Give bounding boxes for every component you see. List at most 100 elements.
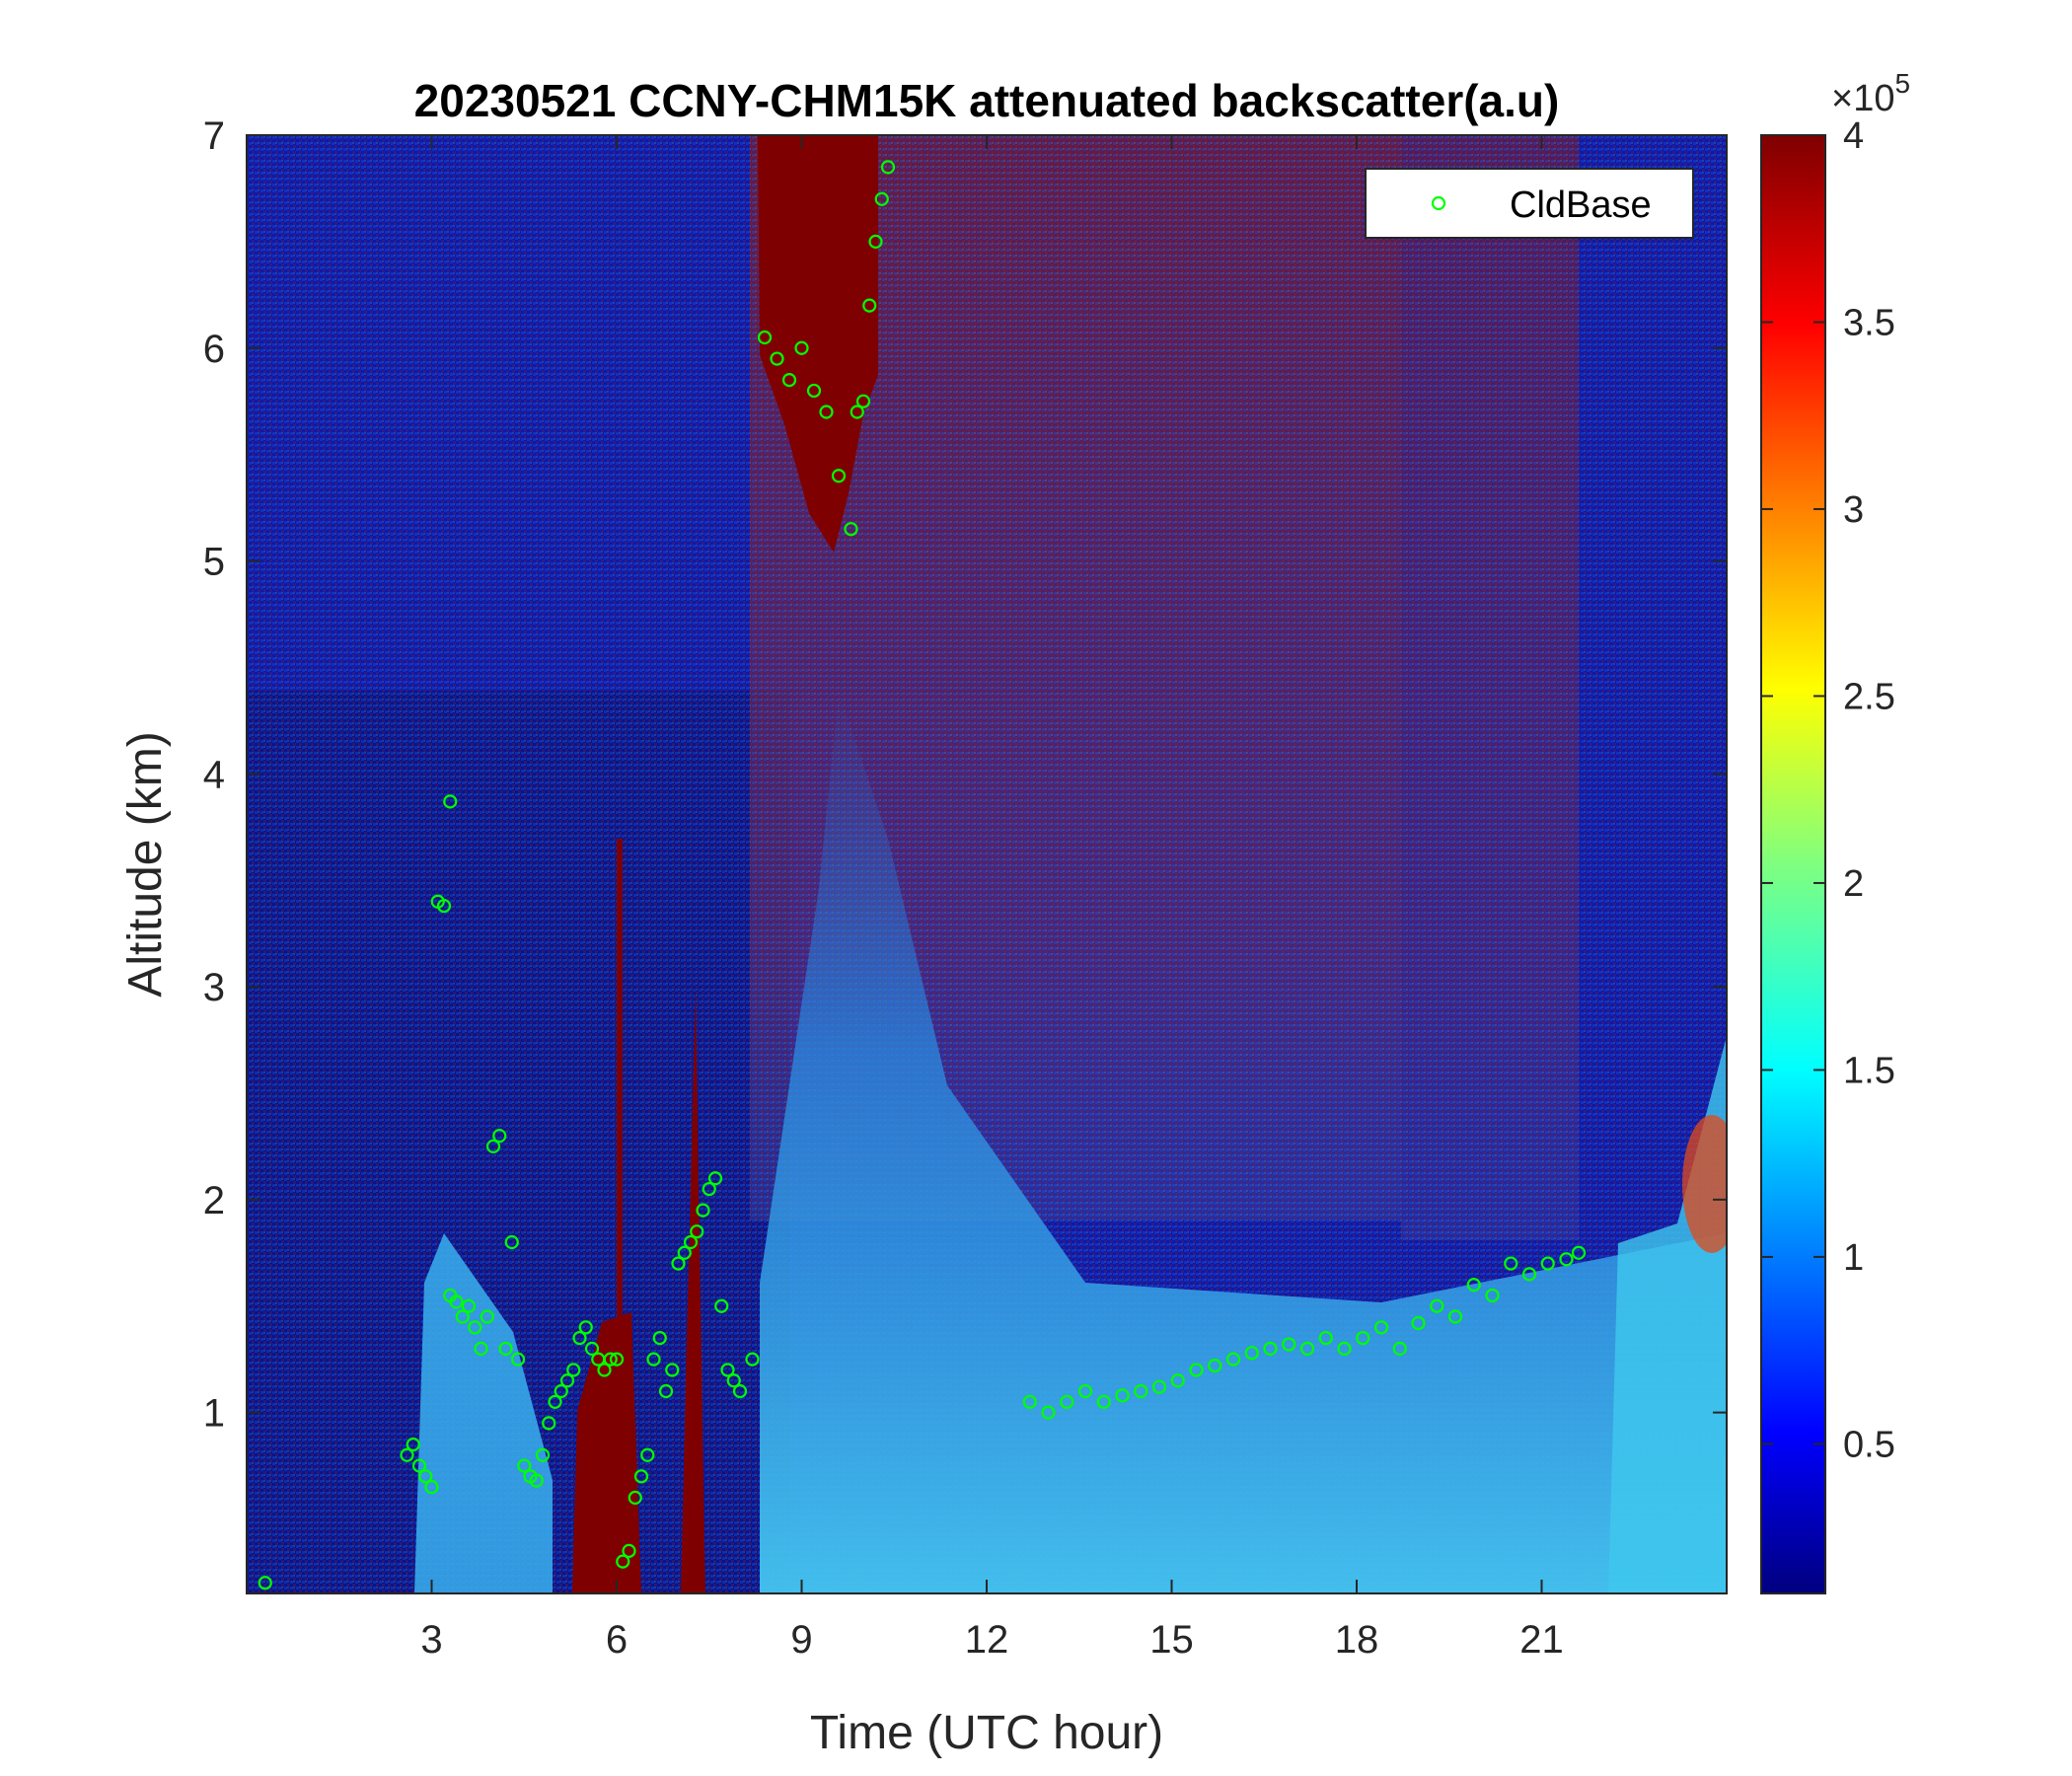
cldbase-point [1041, 1405, 1056, 1420]
upper-cloud [758, 135, 878, 553]
colorbar-ticks: 0.5 1 1.5 2 2.5 3 3.5 4 [1761, 115, 1895, 1465]
cldbase-point [609, 1352, 625, 1367]
colorbar-tick-label: 2 [1843, 863, 1864, 905]
cldbase-point [806, 383, 822, 399]
cldbase-point [554, 1383, 568, 1399]
cldbase-point [548, 1394, 562, 1409]
cldbase-point [1096, 1394, 1111, 1409]
cldbase-point [633, 1469, 649, 1484]
cldbase-point [424, 1480, 439, 1495]
x-tick-label: 21 [1519, 1618, 1564, 1662]
cldbase-point [874, 191, 889, 206]
cldbase-point [1540, 1256, 1555, 1271]
legend: CldBase [1365, 168, 1694, 239]
cldbase-point [1134, 1383, 1148, 1399]
cldbase-point [504, 1234, 519, 1250]
cldbase-point [498, 1341, 513, 1356]
cldbase-point [714, 1298, 729, 1313]
cldbase-point [1337, 1341, 1352, 1356]
cldbase-point [449, 1295, 464, 1309]
colorbar-multiplier: ×105 [1831, 68, 1910, 119]
cldbase-point [850, 405, 864, 419]
cldbase-point [757, 330, 773, 345]
cldbase-point [485, 1139, 501, 1153]
cldbase-point [745, 1352, 760, 1367]
cldbase-point [862, 298, 877, 313]
colorbar-tick-label: 0.5 [1843, 1424, 1895, 1465]
cldbase-point [468, 1320, 482, 1335]
cldbase-point [696, 1203, 710, 1218]
cldbase-point [1170, 1373, 1185, 1388]
cldbase-point [646, 1352, 661, 1367]
cldbase-point [1282, 1337, 1296, 1352]
y-axis-label: Altitude (km) [119, 731, 172, 997]
cldbase-point [1318, 1330, 1333, 1346]
cldbase-point [455, 1309, 470, 1324]
cldbase-point [510, 1352, 526, 1367]
cldbase-point [1244, 1346, 1259, 1361]
cldbase-point [474, 1341, 488, 1356]
cldbase-point [566, 1363, 581, 1377]
cldbase-point [418, 1469, 433, 1484]
cldbase-point [1411, 1315, 1426, 1331]
colorbar-tick-label: 1 [1843, 1237, 1864, 1279]
cldbase-point [535, 1447, 551, 1462]
cldbase-point [542, 1416, 556, 1431]
cldbase-point [665, 1363, 680, 1377]
x-tick-label: 18 [1335, 1618, 1379, 1662]
cldbase-point [1521, 1267, 1537, 1282]
x-tick-label: 3 [420, 1618, 442, 1662]
cldbase-point [1115, 1388, 1130, 1403]
colorbar-multiplier-base: ×10 [1831, 78, 1894, 119]
cldbase-point [1485, 1288, 1500, 1303]
y-tick-label: 1 [203, 1392, 225, 1436]
cldbase-point [406, 1437, 420, 1452]
low-cloud-1 [572, 1312, 641, 1593]
cldbase-point [584, 1341, 600, 1356]
x-tick-label: 6 [606, 1618, 628, 1662]
cldbase-point [443, 794, 458, 809]
cldbase-point [1356, 1330, 1370, 1346]
colorbar: 0.5 1 1.5 2 2.5 3 3.5 4 ×105 [1760, 68, 1910, 1594]
cldbase-point [707, 1171, 723, 1186]
cldbase-point [1225, 1352, 1241, 1367]
cldbase-point [658, 1383, 674, 1399]
low-cloud-spike [617, 839, 623, 1593]
cldbase-point [572, 1330, 587, 1346]
colorbar-tick-label: 1.5 [1843, 1050, 1895, 1091]
morning-aerosol-layer [414, 1233, 553, 1593]
x-tick-label: 12 [965, 1618, 1009, 1662]
cldbase-point [819, 405, 834, 419]
evening-aerosol-hotspot [1682, 1115, 1727, 1253]
cldbase-point [855, 394, 871, 408]
cldbase-point [411, 1458, 427, 1473]
plot-area [247, 135, 1727, 1593]
cldbase-point [720, 1363, 735, 1377]
cldbase-point [844, 522, 858, 537]
cldbase-point [1022, 1394, 1037, 1409]
cldbase-series [258, 160, 1587, 1591]
colorbar-gradient [1760, 134, 1826, 1594]
cldbase-point [690, 1224, 704, 1239]
chart-title: 20230521 CCNY-CHM15K attenuated backscat… [414, 75, 1560, 126]
cldbase-point [652, 1330, 667, 1346]
colorbar-tick-label: 3.5 [1843, 302, 1895, 343]
cldbase-point [492, 1129, 507, 1144]
cldbase-point [258, 1576, 272, 1591]
cldbase-point [1571, 1245, 1587, 1260]
cldbase-point [683, 1234, 699, 1250]
x-axis-ticks: 3 6 9 12 15 18 21 [420, 135, 1564, 1662]
cldbase-point [1466, 1278, 1481, 1293]
cldbase-point [1263, 1341, 1278, 1356]
cldbase-point [1373, 1320, 1389, 1335]
cldbase-point [868, 234, 883, 249]
cldbase-point [480, 1309, 494, 1324]
y-tick-label: 2 [203, 1179, 225, 1222]
legend-marker-cldbase [1431, 195, 1446, 211]
cldbase-point [732, 1383, 748, 1399]
x-tick-label: 9 [790, 1618, 812, 1662]
cldbase-point [1077, 1383, 1093, 1399]
cldbase-point [1151, 1379, 1167, 1394]
cldbase-point [880, 160, 896, 175]
y-tick-label: 7 [203, 114, 225, 158]
